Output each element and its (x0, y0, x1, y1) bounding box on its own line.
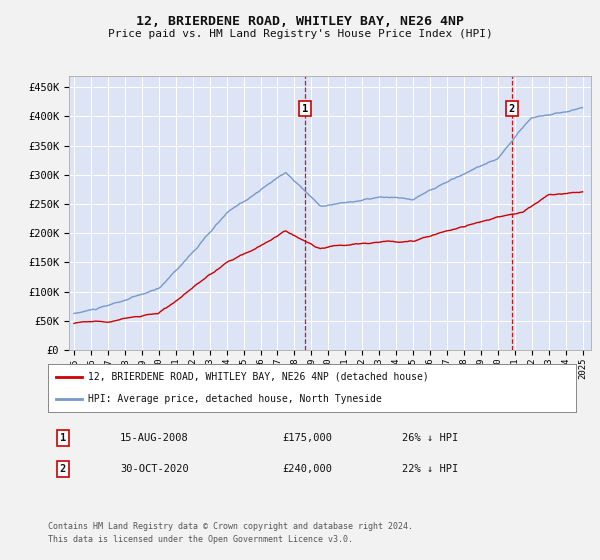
Text: 1: 1 (60, 433, 66, 443)
Text: 22% ↓ HPI: 22% ↓ HPI (402, 464, 458, 474)
Text: 2: 2 (60, 464, 66, 474)
Text: 15-AUG-2008: 15-AUG-2008 (120, 433, 189, 443)
Text: HPI: Average price, detached house, North Tyneside: HPI: Average price, detached house, Nort… (88, 394, 382, 404)
Text: 1: 1 (302, 104, 308, 114)
Text: 2: 2 (509, 104, 515, 114)
Text: Price paid vs. HM Land Registry's House Price Index (HPI): Price paid vs. HM Land Registry's House … (107, 29, 493, 39)
Text: 12, BRIERDENE ROAD, WHITLEY BAY, NE26 4NP: 12, BRIERDENE ROAD, WHITLEY BAY, NE26 4N… (136, 15, 464, 28)
Text: Contains HM Land Registry data © Crown copyright and database right 2024.
This d: Contains HM Land Registry data © Crown c… (48, 522, 413, 544)
Text: 12, BRIERDENE ROAD, WHITLEY BAY, NE26 4NP (detached house): 12, BRIERDENE ROAD, WHITLEY BAY, NE26 4N… (88, 372, 428, 382)
Text: 26% ↓ HPI: 26% ↓ HPI (402, 433, 458, 443)
Text: £240,000: £240,000 (282, 464, 332, 474)
Text: £175,000: £175,000 (282, 433, 332, 443)
Text: 30-OCT-2020: 30-OCT-2020 (120, 464, 189, 474)
